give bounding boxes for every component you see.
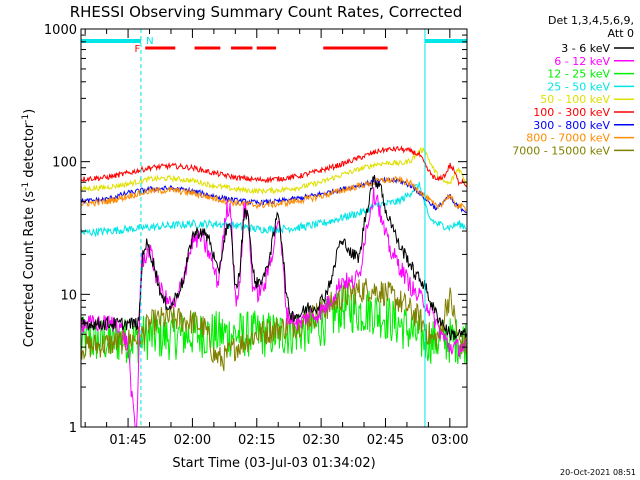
legend-label-50-100-kev: 50 - 100 keV (540, 93, 610, 106)
y-label-main: Corrected Count Rate (s (22, 191, 37, 348)
x-tick-label: 02:45 (367, 433, 404, 448)
legend-label-25-50-kev: 25 - 50 keV (547, 80, 610, 93)
footer-timestamp: 20-Oct-2021 08:51 (560, 468, 636, 477)
series-100-300-kev (80, 144, 467, 188)
y-axis-label: Corrected Count Rate (s-1 detector-1) (21, 109, 37, 347)
x-tick-label: 02:00 (174, 433, 211, 448)
series-800-7000-kev (80, 175, 467, 212)
series-25-50-kev (80, 181, 467, 238)
y-label-sup1: -1 (21, 182, 31, 191)
plot-frame (80, 28, 468, 428)
y-tick-label: 10 (60, 288, 77, 303)
legend-label-6-12-kev: 6 - 12 keV (554, 55, 610, 68)
x-axis-label: Start Time (03-Jul-03 01:34:02) (172, 456, 375, 471)
legend-label-3-6-kev: 3 - 6 keV (561, 42, 610, 55)
flare-label: F (135, 44, 141, 55)
legend-label-300-800-kev: 300 - 800 keV (533, 119, 610, 132)
legend-header-line1: Det 1,3,4,5,6,9, (548, 14, 634, 27)
y-tick-label: 1 (69, 421, 77, 436)
x-tick-label: 02:30 (302, 433, 339, 448)
y-axis: 1 10 100 1000 (44, 23, 467, 436)
series-7000-15000-kev (80, 278, 467, 372)
x-tick-label: 02:15 (238, 433, 275, 448)
night-label: N (146, 36, 153, 47)
series-3-6-kev (80, 175, 467, 341)
legend-label-100-300-kev: 100 - 300 keV (533, 106, 610, 119)
legend-header-line2: Att 0 (608, 27, 634, 40)
x-tick-label: 01:45 (109, 433, 146, 448)
series-layer (80, 144, 467, 428)
y-label-sup2: -1 (21, 114, 31, 123)
legend-label-7000-15000-kev: 7000 - 15000 keV (512, 144, 610, 157)
x-tick-label: 03:00 (431, 433, 468, 448)
y-tick-label: 1000 (44, 23, 77, 38)
series-50-100-kev (80, 146, 467, 196)
x-axis: 01:45 02:00 02:15 02:30 02:45 03:00 (84, 29, 469, 448)
chart-title: RHESSI Observing Summary Count Rates, Co… (70, 3, 463, 21)
legend-label-12-25-kev: 12 - 25 keV (547, 68, 610, 81)
series-6-12-kev (80, 187, 467, 428)
legend-label-800-7000-kev: 800 - 7000 keV (526, 132, 610, 145)
y-label-mid: detector (22, 122, 37, 182)
y-tick-label: 100 (52, 156, 77, 171)
y-label-end: ) (22, 109, 37, 114)
